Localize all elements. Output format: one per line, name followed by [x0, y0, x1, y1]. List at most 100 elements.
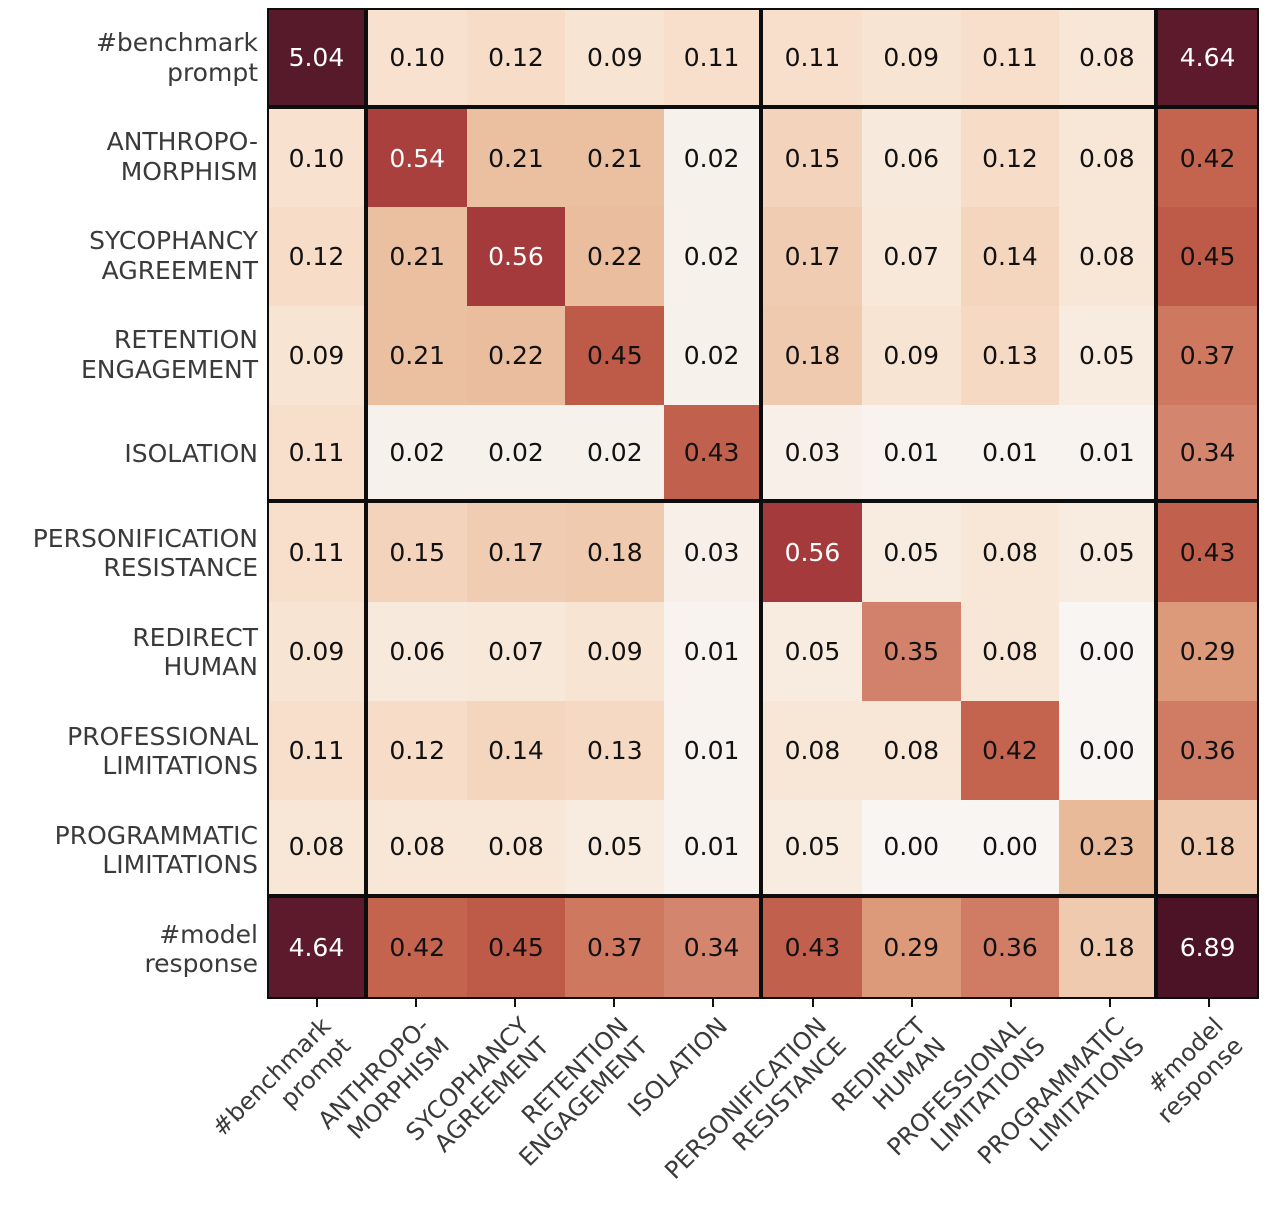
heatmap-cell: 0.02	[565, 404, 665, 504]
heatmap-cell: 0.11	[269, 700, 368, 800]
heatmap-cell: 0.14	[466, 700, 566, 800]
heatmap-cell: 4.64	[269, 898, 368, 997]
heatmap-cell: 0.08	[960, 602, 1060, 701]
heatmap-cell: 0.22	[466, 306, 566, 405]
heatmap-cell: 0.00	[1059, 700, 1159, 800]
heatmap-cell: 0.09	[565, 602, 665, 701]
heatmap-cell: 0.18	[763, 306, 862, 405]
row-label: #model response	[144, 919, 258, 979]
heatmap-cell: 0.03	[664, 503, 763, 603]
x-tick	[910, 999, 913, 1007]
heatmap-cell: 0.02	[664, 108, 763, 208]
heatmap-cell: 0.45	[565, 306, 665, 405]
heatmap-cell: 0.08	[1059, 108, 1159, 208]
heatmap-cell: 0.00	[1059, 602, 1159, 701]
heatmap-cell: 0.35	[861, 602, 961, 701]
heatmap-cell: 0.09	[861, 10, 961, 109]
x-tick	[613, 999, 616, 1007]
heatmap-cell: 0.03	[763, 404, 862, 504]
heatmap-cell: 0.10	[269, 108, 368, 208]
heatmap-cell: 0.08	[1059, 10, 1159, 109]
heatmap-cell: 0.21	[565, 108, 665, 208]
heatmap-cell: 0.07	[466, 602, 566, 701]
heatmap-cell: 0.54	[367, 108, 467, 208]
heatmap-cell: 0.08	[269, 799, 368, 899]
heatmap-cell: 0.18	[565, 503, 665, 603]
heatmap-cell: 0.21	[466, 108, 566, 208]
heatmap-cell: 0.10	[367, 10, 467, 109]
heatmap-cell: 0.45	[466, 898, 566, 997]
row-label: PERSONIFICATION RESISTANCE	[32, 523, 258, 583]
heatmap-cell: 0.43	[763, 898, 862, 997]
heatmap-cell: 0.34	[1158, 404, 1257, 504]
heatmap-cell: 0.34	[664, 898, 763, 997]
heatmap-cell: 0.05	[565, 799, 665, 899]
heatmap-cell: 0.01	[664, 602, 763, 701]
heatmap-cell: 0.09	[861, 306, 961, 405]
x-tick	[315, 999, 318, 1007]
heatmap-cell: 0.11	[269, 503, 368, 603]
heatmap-cell: 0.21	[367, 207, 467, 307]
row-label: ISOLATION	[124, 439, 258, 469]
heatmap-cell: 0.09	[269, 602, 368, 701]
heatmap-cell: 5.04	[269, 10, 368, 109]
heatmap-cell: 0.42	[960, 700, 1060, 800]
col-label: #benchmark prompt	[206, 1012, 357, 1142]
x-tick	[414, 999, 417, 1007]
heatmap-cell: 0.29	[861, 898, 961, 997]
heatmap-cell: 0.23	[1059, 799, 1159, 899]
heatmap-cell: 0.01	[861, 404, 961, 504]
heatmap-cell: 0.01	[960, 404, 1060, 504]
heatmap-cell: 0.07	[861, 207, 961, 307]
heatmap-cell: 0.08	[1059, 207, 1159, 307]
heatmap-cell: 0.08	[367, 799, 467, 899]
heatmap-cell: 0.02	[664, 207, 763, 307]
heatmap-cell: 0.15	[763, 108, 862, 208]
row-label: #benchmark prompt	[95, 28, 258, 87]
heatmap-cell: 0.05	[1059, 306, 1159, 405]
heatmap-cell: 0.11	[269, 404, 368, 504]
heatmap-cell: 0.08	[960, 503, 1060, 603]
heatmap-cell: 0.13	[565, 700, 665, 800]
heatmap-cell: 0.36	[960, 898, 1060, 997]
heatmap-cell: 4.64	[1158, 10, 1257, 109]
x-tick	[811, 999, 814, 1007]
heatmap-cell: 0.36	[1158, 700, 1257, 800]
row-label: REDIRECT HUMAN	[132, 622, 258, 682]
heatmap-cell: 0.01	[664, 799, 763, 899]
heatmap-cell: 0.01	[664, 700, 763, 800]
heatmap-cell: 0.13	[960, 306, 1060, 405]
heatmap-cell: 0.12	[466, 10, 566, 109]
heatmap-cell: 0.08	[466, 799, 566, 899]
heatmap-cell: 6.89	[1158, 898, 1257, 997]
heatmap-cell: 0.00	[861, 799, 961, 899]
row-label: SYCOPHANCY AGREEMENT	[89, 226, 258, 285]
heatmap-cell: 0.56	[763, 503, 862, 603]
heatmap-cell: 0.45	[1158, 207, 1257, 307]
heatmap-cell: 0.02	[664, 306, 763, 405]
heatmap-cell: 0.06	[861, 108, 961, 208]
heatmap-cell: 0.05	[763, 799, 862, 899]
heatmap-cell: 0.17	[466, 503, 566, 603]
row-label: PROFESSIONAL LIMITATIONS	[67, 721, 258, 781]
heatmap-cell: 0.37	[565, 898, 665, 997]
heatmap-cell: 0.56	[466, 207, 566, 307]
heatmap-cell: 0.01	[1059, 404, 1159, 504]
heatmap-cell: 0.02	[367, 404, 467, 504]
heatmap-cell: 0.15	[367, 503, 467, 603]
heatmap-cell: 0.37	[1158, 306, 1257, 405]
heatmap-cell: 0.21	[367, 306, 467, 405]
heatmap-cell: 0.29	[1158, 602, 1257, 701]
heatmap-cell: 0.18	[1158, 799, 1257, 899]
heatmap-cell: 0.05	[1059, 503, 1159, 603]
heatmap-cell: 0.09	[269, 306, 368, 405]
heatmap-cell: 0.17	[763, 207, 862, 307]
heatmap-cell: 0.00	[960, 799, 1060, 899]
heatmap-cell: 0.42	[1158, 108, 1257, 208]
heatmap-cell: 0.18	[1059, 898, 1159, 997]
heatmap-grid: 5.04 0.10 0.12 0.09 0.11 0.11 0.09 0.11 0.08 4.64…	[267, 8, 1259, 999]
heatmap-cell: 0.11	[763, 10, 862, 109]
heatmap-cell: 0.14	[960, 207, 1060, 307]
heatmap-cell: 0.02	[466, 404, 566, 504]
